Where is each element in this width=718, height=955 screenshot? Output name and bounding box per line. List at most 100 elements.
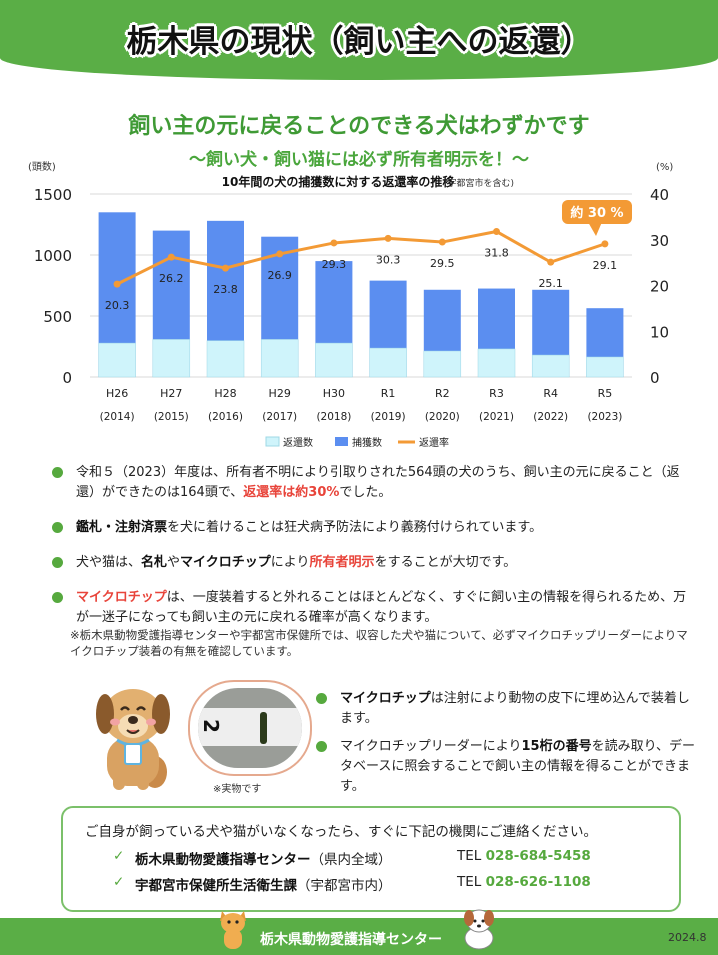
bullet-text: により (270, 555, 310, 570)
bullet-dot (316, 741, 327, 752)
bar-returned (423, 350, 462, 378)
contact-box: ご自身が飼っている犬や猫がいなくなったら、すぐに下記の機関にご連絡ください。 ✓… (61, 806, 681, 912)
ruler: 2 (198, 708, 302, 746)
contact-tel[interactable]: TEL 028-684-5458 (457, 848, 591, 864)
y2-tick-label: 30 (650, 232, 669, 250)
rate-point (113, 280, 121, 288)
bullet-text: は注射により動物の皮下に埋め込んで装着します。 (340, 691, 690, 726)
y-tick-label: 1500 (34, 186, 72, 204)
x-tick-label: R5 (598, 387, 613, 400)
bullet-bold: マイクロチップ (180, 555, 271, 570)
tel-label: TEL (457, 848, 482, 864)
x-tick-label: R2 (435, 387, 450, 400)
rate-data-label: 31.8 (484, 247, 509, 260)
bar-returned (531, 354, 570, 378)
puppy-illustration (464, 909, 494, 950)
footer-bar: 栃木県動物愛護指導センター 2024.8 (0, 918, 718, 955)
rate-data-label: 30.3 (376, 253, 401, 266)
legend-swatch-captured (335, 437, 348, 446)
contact-tel[interactable]: TEL 028-626-1108 (457, 874, 591, 890)
bar-returned (586, 356, 624, 378)
bullet-highlight: マイクロチップ (76, 590, 167, 605)
microchip-image (260, 712, 267, 744)
rate-point (167, 253, 175, 261)
footer-date: 2024.8 (668, 931, 707, 944)
ruler-number: 2 (198, 719, 223, 733)
bullet-license: 鑑札・注射済票を犬に着けることは狂犬病予防法により義務付けられています。 (52, 518, 692, 538)
callout-pointer (588, 222, 602, 236)
bar-returned (260, 339, 299, 378)
bullet-owner-id: 犬や猫は、名札やマイクロチップにより所有者明示をすることが大切です。 (52, 553, 692, 573)
bar-returned (369, 347, 407, 378)
rate-data-label: 20.3 (105, 299, 130, 312)
rate-point (438, 238, 446, 246)
rate-data-label: 29.3 (322, 258, 347, 271)
y2-tick-label: 0 (650, 369, 660, 387)
contact-row-utsunomiya: ✓ 宇都宮市保健所生活衛生課（宇都宮市内） TEL 028-626-1108 (113, 874, 591, 894)
contact-name: 栃木県動物愛護指導センター (135, 852, 311, 868)
tel-number[interactable]: 028-684-5458 (485, 848, 591, 864)
dog-illustration (96, 689, 170, 790)
photo-caption: ※実物です (213, 784, 262, 795)
x-tick-sublabel: (2021) (479, 411, 514, 423)
rate-data-label: 25.1 (538, 277, 563, 290)
tel-number[interactable]: 028-626-1108 (485, 874, 591, 890)
x-tick-sublabel: (2016) (208, 411, 243, 423)
contact-name: 宇都宮市保健所生活衛生課 (135, 878, 297, 894)
x-tick-label: R3 (489, 387, 504, 400)
rate-point (601, 240, 609, 248)
subline: ～飼い犬・飼い猫には必ず所有者明示を！～ (189, 150, 529, 170)
bullet-list: 令和５（2023）年度は、所有者不明により引取りされた564頭の犬のうち、飼い主… (52, 463, 692, 643)
rate-data-label: 29.1 (593, 259, 618, 272)
rate-point (222, 264, 229, 272)
x-tick-sublabel: (2018) (316, 411, 351, 423)
bullet-bold: 15桁の番号 (521, 739, 592, 754)
contact-lead: ご自身が飼っている犬や猫がいなくなったら、すぐに下記の機関にご連絡ください。 (85, 824, 598, 840)
y2-tick-label: 10 (650, 323, 669, 341)
legend-label-captured: 捕獲数 (352, 436, 382, 449)
capture-return-chart: 10年間の犬の捕獲数に対する返還率の推移(宇都宮市を含む) (頭数) (%) 0 500… (28, 160, 673, 449)
x-tick-label: H29 (269, 387, 291, 400)
legend-label-rate: 返還率 (419, 436, 449, 449)
check-icon: ✓ (113, 848, 125, 864)
rate-data-label: 29.5 (430, 257, 455, 270)
bullet-highlight: 所有者明示 (309, 555, 375, 570)
y2-tick-label: 20 (650, 278, 669, 296)
contact-row-center: ✓ 栃木県動物愛護指導センター（県内全域） TEL 028-684-5458 (113, 848, 591, 868)
bullet-text: マイクロチップリーダーにより (340, 739, 522, 754)
x-tick-label: H28 (214, 387, 236, 400)
y-axis-label: (頭数) (28, 160, 56, 173)
bullet-text: や (167, 555, 181, 570)
x-tick-sublabel: (2019) (371, 411, 406, 423)
bullet-dot (52, 467, 63, 478)
bullet-bold: 名札 (141, 555, 168, 570)
x-tick-sublabel: (2015) (154, 411, 189, 423)
bullet-dot (52, 557, 63, 568)
y-tick-label: 500 (43, 308, 72, 326)
page-title: 栃木県の現状（飼い主への返還） (126, 24, 592, 60)
footer-org: 栃木県動物愛護指導センター (260, 932, 442, 948)
bullet-microchip: マイクロチップは、一度装着すると外れることはほとんどなく、すぐに飼い主の情報を得… (52, 588, 692, 628)
bullet-dot (52, 522, 63, 533)
legend-label-returned: 返還数 (283, 436, 313, 449)
x-tick-label: R4 (543, 387, 558, 400)
y-tick-label: 0 (62, 369, 72, 387)
rate-data-label: 23.8 (213, 283, 238, 296)
microchip-bullet-implant: マイクロチップは注射により動物の皮下に埋め込んで装着します。 (316, 689, 696, 729)
rate-data-label: 26.9 (267, 269, 292, 282)
y2-axis-label: (%) (656, 162, 673, 173)
rate-point (493, 228, 500, 236)
bar-returned (315, 342, 353, 378)
y2-tick-label: 40 (650, 186, 669, 204)
microchip-info: マイクロチップは注射により動物の皮下に埋め込んで装着します。 マイクロチップリー… (316, 689, 696, 805)
bullet-text: 令和５（2023）年度は、所有者不明により引取りされた564頭の犬のうち、飼い主… (76, 465, 680, 500)
callout-box (562, 200, 632, 224)
footnote: ※栃木県動物愛護指導センターや宇都宮市保健所では、収容した犬や猫について、必ずマ… (70, 628, 688, 658)
tel-label: TEL (457, 874, 482, 890)
x-tick-label: R1 (381, 387, 396, 400)
bullet-return-rate: 令和５（2023）年度は、所有者不明により引取りされた564頭の犬のうち、飼い主… (52, 463, 692, 503)
bar-returned (98, 342, 136, 378)
rate-data-label: 26.2 (159, 272, 184, 285)
rate-point (384, 234, 392, 242)
rate-line (116, 229, 606, 286)
